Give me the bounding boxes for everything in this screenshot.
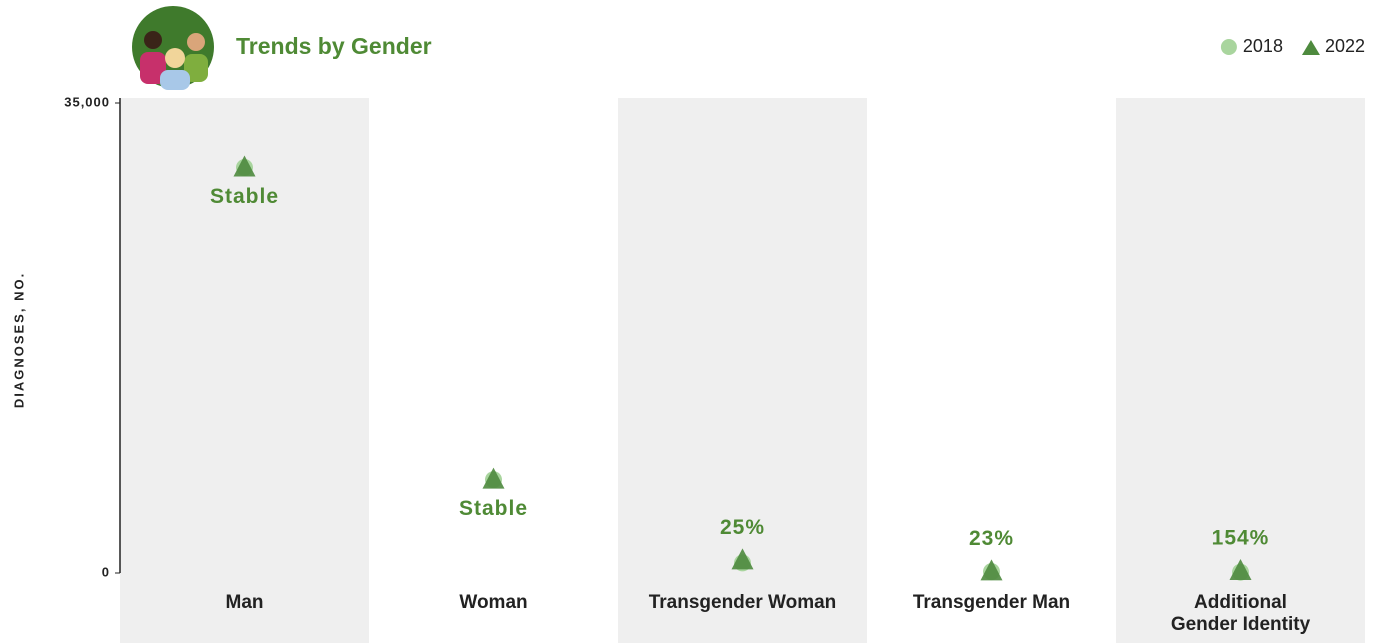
band <box>120 98 369 643</box>
marker-triangle <box>731 548 754 570</box>
annotation: 25% <box>720 516 765 539</box>
legend: 2022 2018 <box>1220 36 1365 56</box>
annotation: 154% <box>1212 527 1270 550</box>
marker-triangle <box>233 155 256 177</box>
y-tick-label: 0 <box>102 564 110 579</box>
band <box>1116 98 1365 643</box>
x-tick-label: Additional Gender Identity <box>1170 592 1311 635</box>
y-axis-label: DIAGNOSES, NO. <box>11 272 26 408</box>
legend-label: 2022 <box>1325 36 1365 56</box>
x-tick-label: Transgender Woman <box>648 592 837 613</box>
legend-marker <box>1301 40 1320 55</box>
icon <box>132 6 214 90</box>
y-tick-label: 35,000 <box>64 94 110 109</box>
marker-triangle <box>482 467 505 489</box>
marker-triangle <box>980 559 1003 581</box>
legend-marker <box>1220 39 1237 55</box>
legend-label: 2018 <box>1243 36 1283 56</box>
x-tick-label: Transgender Man <box>912 592 1071 613</box>
annotation: Stable <box>210 185 279 208</box>
annotation: 23% <box>969 527 1014 550</box>
x-tick-label: Woman <box>459 592 528 613</box>
marker-triangle <box>1229 558 1252 580</box>
chart-title: Trends by Gender <box>236 33 432 59</box>
annotation: Stable <box>459 497 528 520</box>
x-tick-label: Man <box>225 592 264 613</box>
